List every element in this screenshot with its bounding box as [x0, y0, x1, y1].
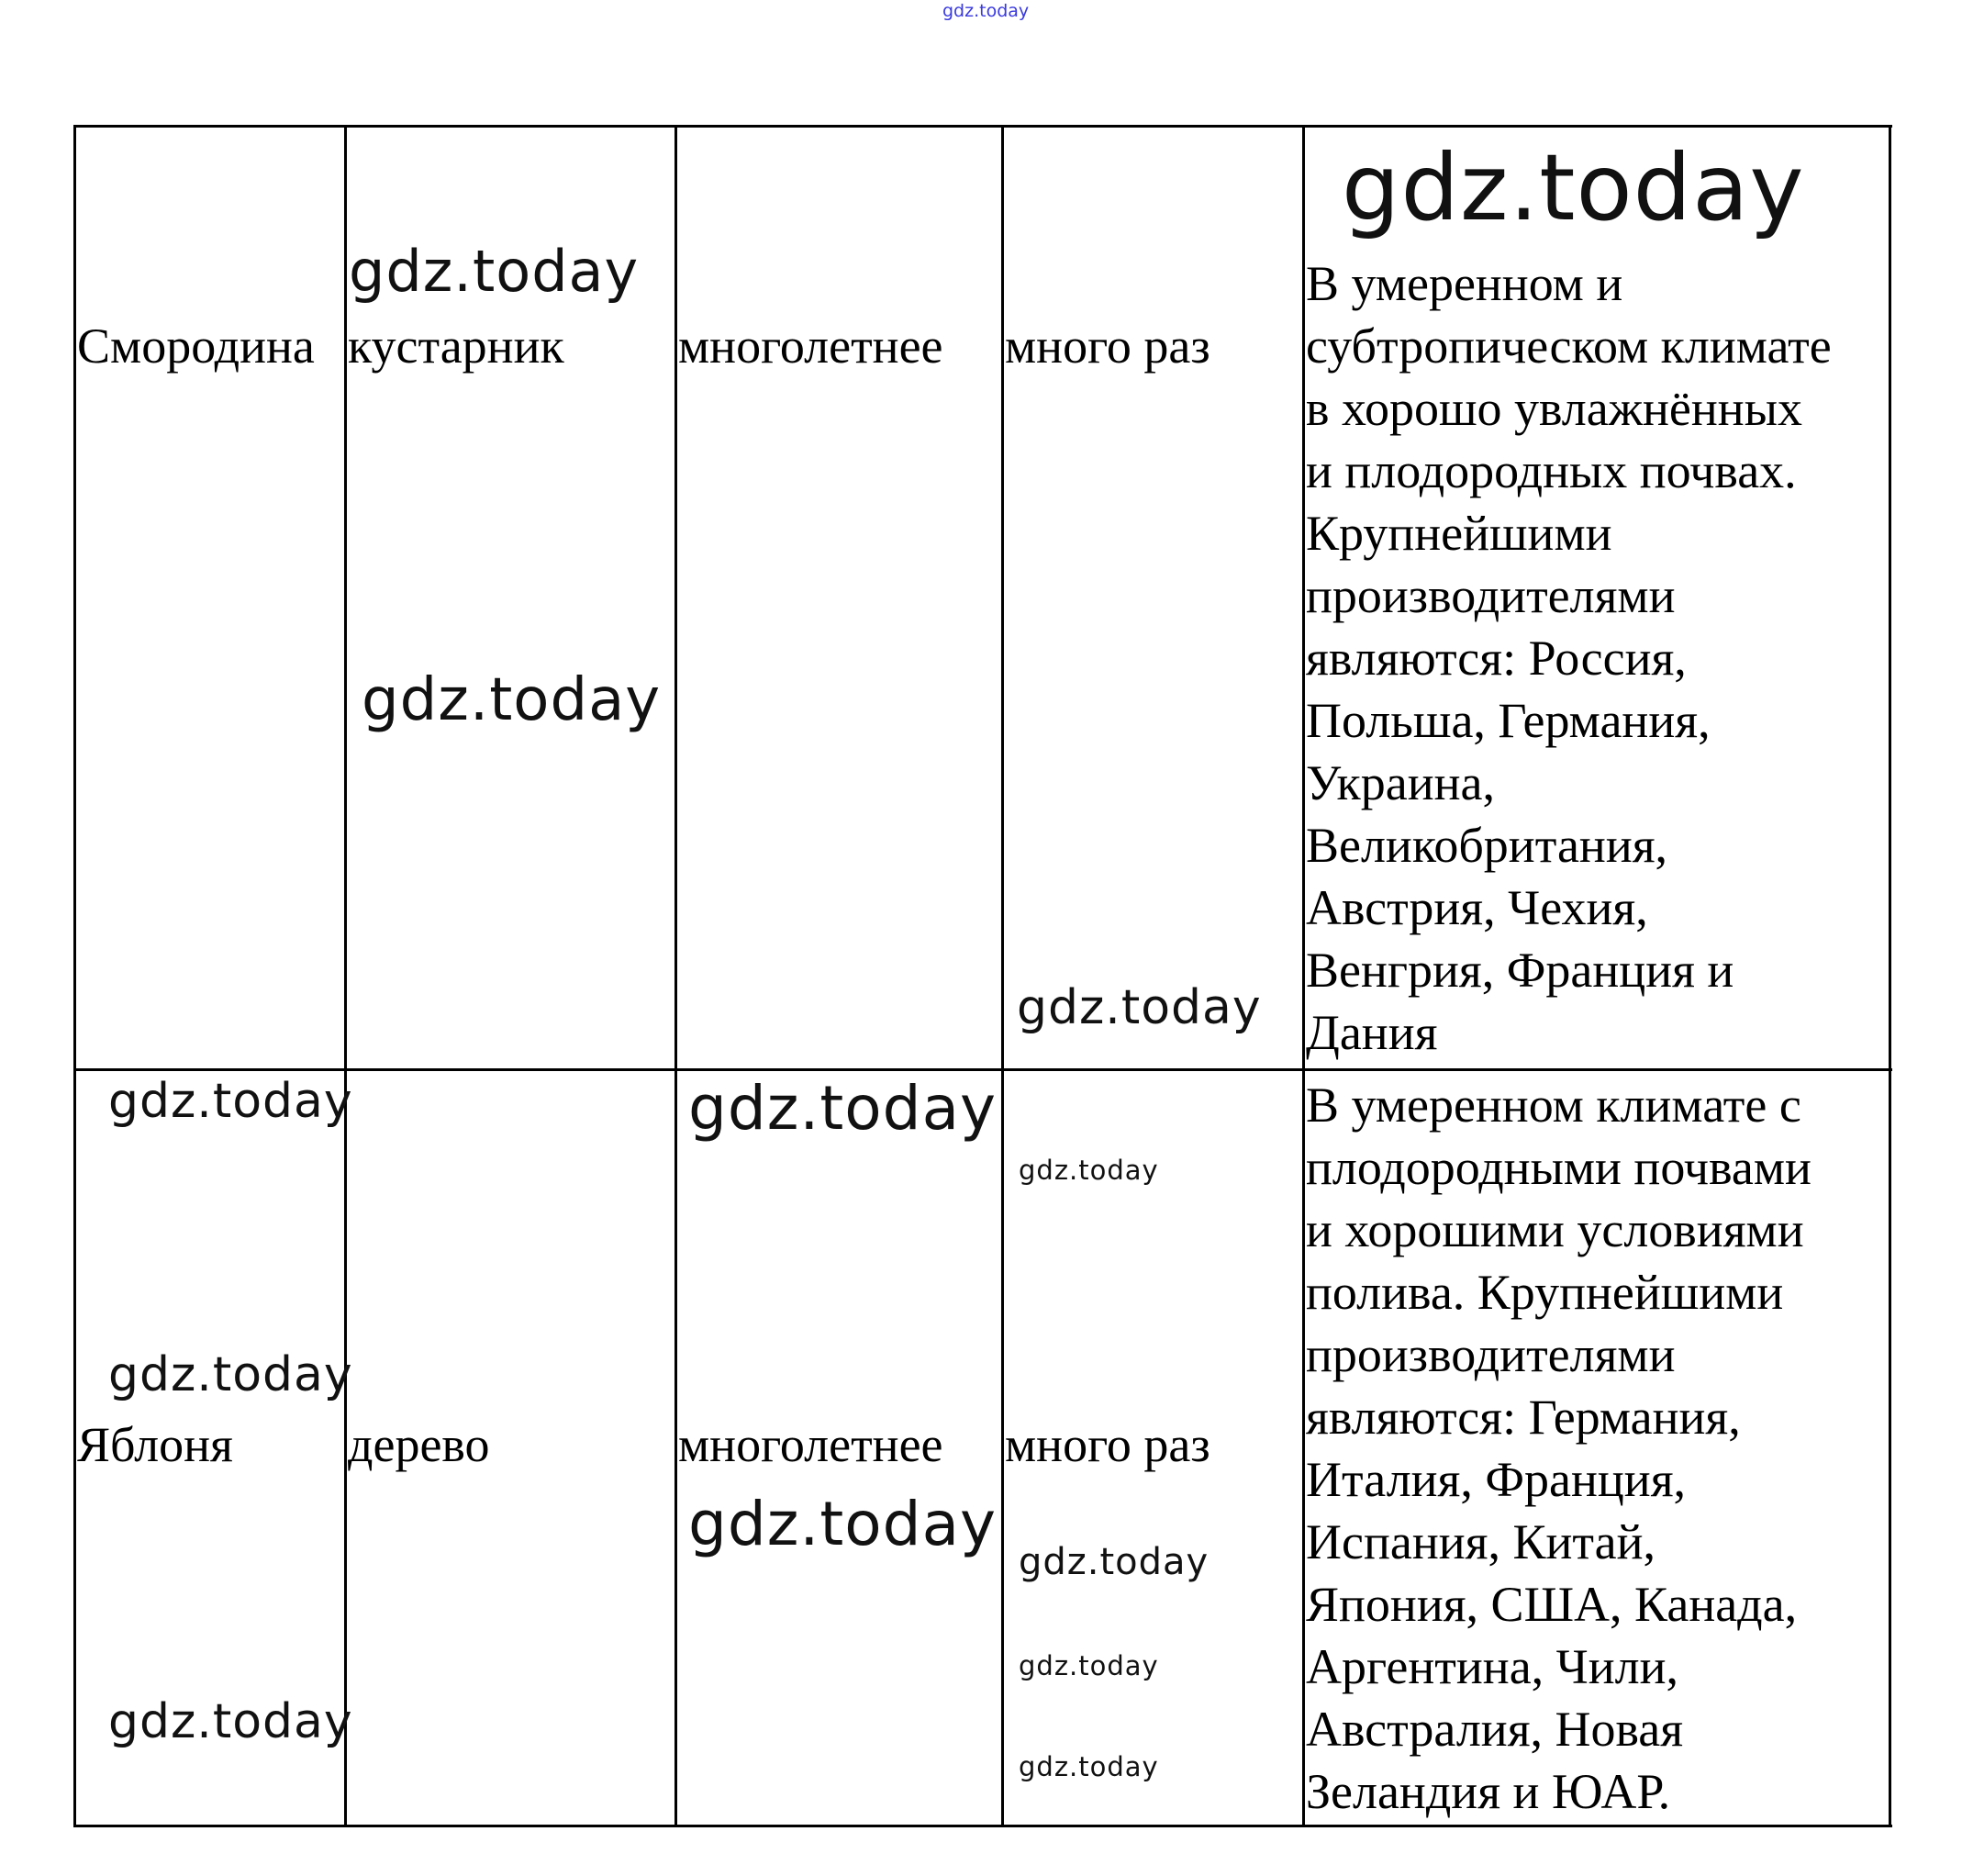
text-line: Зеландия и ЮАР.: [1306, 1764, 1671, 1819]
watermark: gdz.today: [1019, 1541, 1210, 1583]
cell-lifespan: многолетнее: [678, 318, 943, 374]
watermark: gdz.today: [1019, 1155, 1159, 1186]
watermark: gdz.today: [1342, 134, 1805, 241]
text-line: в хорошо увлажнённых: [1306, 381, 1802, 436]
text-line: являются: Россия,: [1306, 631, 1687, 686]
cell-growing-conditions: В умеренном и субтропическом климате в х…: [1306, 252, 1832, 1064]
text-line: субтропическом климате: [1306, 318, 1832, 374]
watermark: gdz.today: [688, 1073, 998, 1144]
column-divider: [674, 125, 677, 1827]
column-divider: [344, 125, 347, 1827]
cell-growing-conditions: В умеренном климате с плодородными почва…: [1306, 1074, 1812, 1823]
table-border-bottom: [73, 1825, 1892, 1827]
watermark: gdz.today: [1019, 1650, 1159, 1681]
table-border-top: [73, 125, 1892, 128]
watermark: gdz.today: [1019, 1751, 1159, 1782]
column-divider: [1001, 125, 1004, 1827]
cell-fruiting: много раз: [1005, 318, 1210, 374]
text-line: плодородными почвами: [1306, 1140, 1812, 1195]
text-line: и хорошими условиями: [1306, 1202, 1804, 1257]
text-line: производителями: [1306, 568, 1676, 623]
text-line: Австралия, Новая: [1306, 1702, 1684, 1757]
watermark-top: gdz.today: [942, 1, 1030, 21]
text-line: полива. Крупнейшими: [1306, 1265, 1784, 1320]
text-line: Дания: [1306, 1005, 1438, 1060]
cell-form: дерево: [348, 1417, 490, 1472]
row-divider: [73, 1068, 1892, 1071]
text-line: Италия, Франция,: [1306, 1452, 1687, 1507]
table-border-right: [1889, 125, 1891, 1827]
text-line: производителями: [1306, 1327, 1676, 1382]
watermark: gdz.today: [688, 1489, 998, 1559]
column-divider: [1302, 125, 1305, 1827]
text-line: и плодородных почвах.: [1306, 443, 1797, 498]
text-line: Великобритания,: [1306, 818, 1668, 873]
watermark: gdz.today: [108, 1347, 353, 1402]
text-line: Испания, Китай,: [1306, 1514, 1656, 1569]
cell-plant: Смородина: [77, 318, 315, 374]
text-line: Япония, США, Канада,: [1306, 1577, 1798, 1632]
text-line: являются: Германия,: [1306, 1390, 1741, 1445]
text-line: В умеренном и: [1306, 256, 1623, 311]
cell-fruiting: много раз: [1005, 1417, 1210, 1472]
watermark: gdz.today: [362, 666, 662, 734]
watermark: gdz.today: [349, 238, 640, 305]
text-line: Австрия, Чехия,: [1306, 880, 1648, 935]
watermark: gdz.today: [108, 1694, 353, 1749]
cell-plant: Яблоня: [77, 1417, 233, 1472]
text-line: Крупнейшими: [1306, 506, 1612, 561]
text-line: Венгрия, Франция и: [1306, 943, 1734, 998]
table-border-left: [73, 125, 76, 1827]
text-line: Украина,: [1306, 755, 1495, 810]
text-line: В умеренном климате с: [1306, 1078, 1801, 1133]
text-line: Польша, Германия,: [1306, 693, 1711, 748]
watermark: gdz.today: [108, 1074, 353, 1129]
text-line: Аргентина, Чили,: [1306, 1639, 1679, 1694]
cell-form: кустарник: [348, 318, 564, 374]
watermark: gdz.today: [1017, 980, 1262, 1035]
cell-lifespan: многолетнее: [678, 1417, 943, 1472]
